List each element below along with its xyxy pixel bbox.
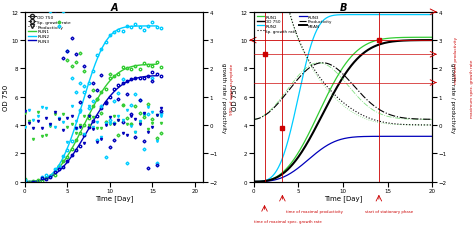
Y-axis label: OD 750: OD 750	[232, 84, 238, 110]
Y-axis label: growth rate / productivity: growth rate / productivity	[221, 62, 226, 132]
Text: 99% of upper asymptote: 99% of upper asymptote	[230, 63, 234, 114]
X-axis label: Time [Day]: Time [Day]	[95, 194, 133, 201]
X-axis label: Time [Day]: Time [Day]	[324, 194, 362, 201]
Y-axis label: growth rate / productivity: growth rate / productivity	[450, 62, 455, 132]
Title: B: B	[339, 3, 347, 13]
Text: time of maximal productivity: time of maximal productivity	[286, 209, 343, 213]
Text: time of maximal spec. growth rate: time of maximal spec. growth rate	[254, 219, 321, 223]
Y-axis label: OD 750: OD 750	[3, 84, 9, 110]
Text: start of stationary phase: start of stationary phase	[365, 209, 413, 213]
Text: maximum spec. growth rate: maximum spec. growth rate	[470, 60, 474, 118]
Legend: RUN1, OD 750, RUN2, Sp. growth rate, RUN3, Productivity, MEAN: RUN1, OD 750, RUN2, Sp. growth rate, RUN…	[256, 15, 333, 34]
Title: A: A	[110, 3, 118, 13]
Legend: OD 750, Sp. growth rate, Productivity, RUN1, RUN2, RUN3: OD 750, Sp. growth rate, Productivity, R…	[27, 15, 72, 44]
Text: maximum productivity: maximum productivity	[454, 37, 458, 84]
